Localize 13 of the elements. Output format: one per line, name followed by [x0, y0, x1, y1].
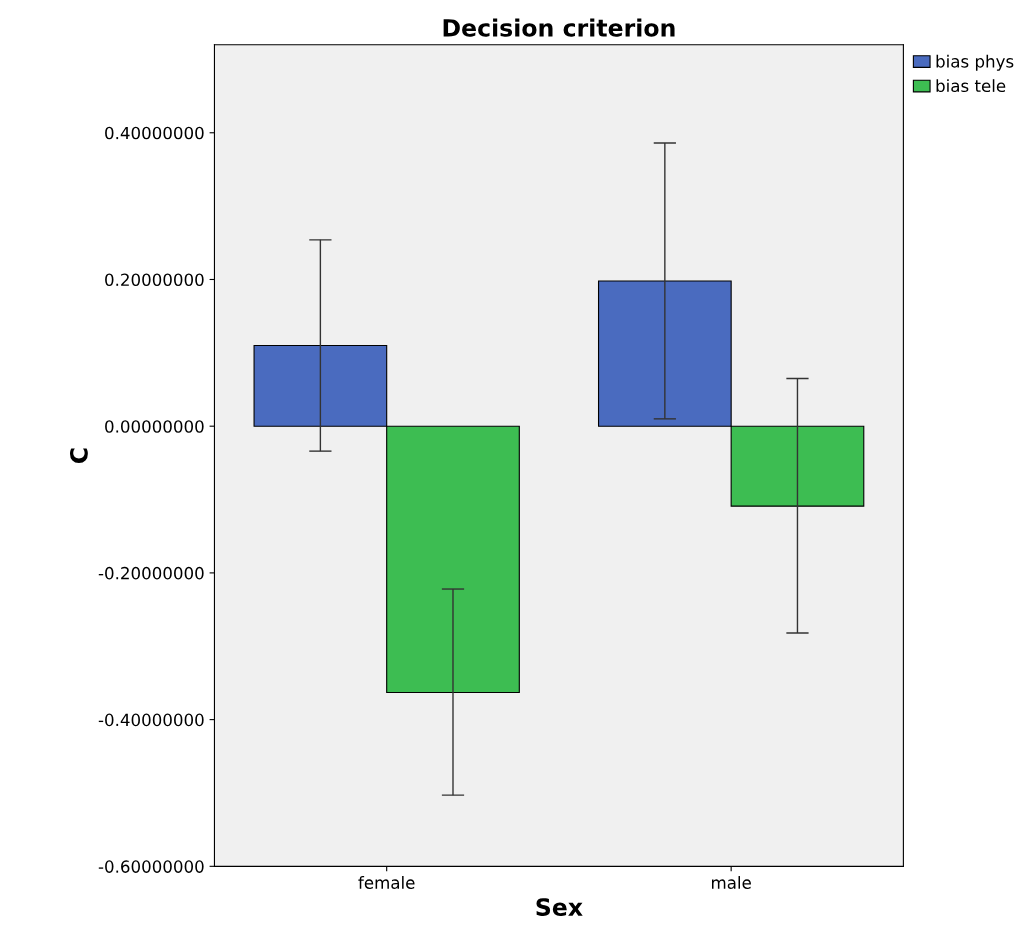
legend-label: bias phys	[936, 54, 1014, 71]
x-tick-label: female	[358, 876, 415, 889]
legend-label: bias tele	[936, 79, 1006, 93]
y-tick-label: 0.40000000	[105, 126, 204, 140]
y-axis-title: C	[69, 448, 88, 464]
chart-title: Decision criterion	[443, 18, 675, 37]
y-tick-label: 0.20000000	[105, 273, 204, 287]
y-tick-label: 0.00000000	[105, 420, 204, 433]
y-tick-label: -0.20000000	[98, 566, 204, 580]
y-tick-label: -0.40000000	[98, 713, 204, 727]
y-tick-label: -0.60000000	[98, 860, 204, 873]
x-tick-label: male	[712, 876, 751, 889]
x-axis-title: Sex	[536, 898, 583, 916]
